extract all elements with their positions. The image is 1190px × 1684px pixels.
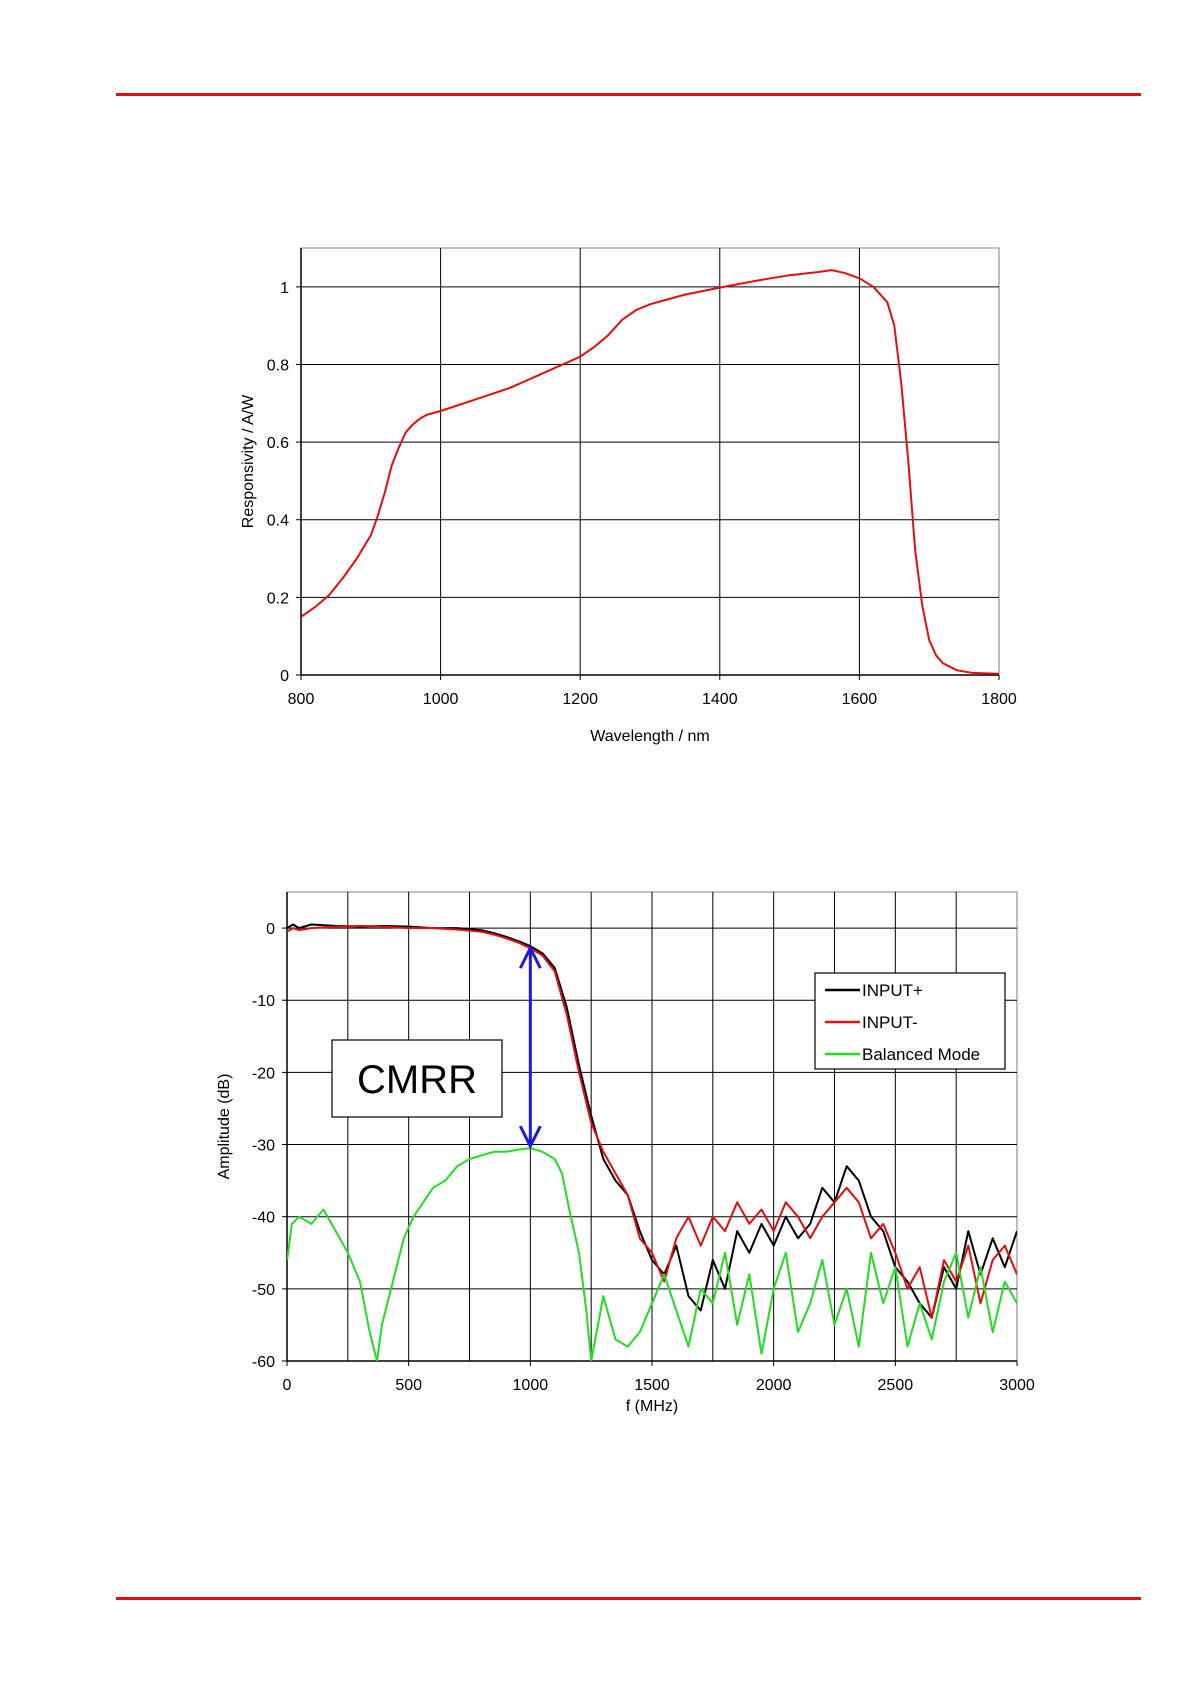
resp-x-tick-label: 1000 <box>423 691 459 708</box>
resp-plot-frame <box>300 247 1000 676</box>
freq-y-tick-label: -50 <box>252 1282 275 1299</box>
resp-y-tick-label: 0.6 <box>267 435 289 452</box>
freq-y-tick-label: -60 <box>252 1354 275 1371</box>
resp-x-tick-label: 1800 <box>981 691 1017 708</box>
freq-series-line-1 <box>287 924 1017 1319</box>
resp-y-axis-label: Responsivity / A/W <box>240 394 257 528</box>
resp-x-tick-label: 1400 <box>702 691 738 708</box>
freq-legend-label-0: INPUT+ <box>862 981 923 1000</box>
freq-x-tick-label: 1000 <box>513 1377 549 1394</box>
freq-x-axis-label: f (MHz) <box>626 1398 678 1415</box>
freq-x-tick-label: 3000 <box>999 1377 1035 1394</box>
freq-x-tick-label: 500 <box>395 1377 422 1394</box>
footer-rule <box>116 1597 1141 1600</box>
resp-x-tick-label: 1600 <box>842 691 878 708</box>
frequency-response-chart: 0 500 1000 1500 2000 2500 3000 0 -10 -20 -30 -40 -50… <box>216 891 1035 1415</box>
freq-y-axis-label: Amplitude (dB) <box>216 1074 233 1180</box>
resp-series-line-0 <box>301 269 999 675</box>
freq-series-line-0 <box>287 923 1017 1319</box>
resp-series-group <box>301 269 999 675</box>
resp-y-tick-label: 0.2 <box>267 590 289 607</box>
responsivity-chart: 800 1000 1200 1400 1600 1800 0 0.2 0.4 0.6 0.8 1 Wav… <box>240 247 1017 745</box>
resp-x-axis-label: Wavelength / nm <box>590 728 709 745</box>
freq-x-tick-label: 2500 <box>878 1377 914 1394</box>
resp-plot-area: 800 1000 1200 1400 1600 1800 0 0.2 0.4 0.6 0.8 1 Wav… <box>240 247 1017 745</box>
header-rule <box>116 93 1141 96</box>
freq-x-tick-label: 1500 <box>634 1377 670 1394</box>
resp-x-tick-label: 1200 <box>562 691 598 708</box>
freq-legend-label-2: Balanced Mode <box>862 1045 980 1064</box>
freq-series-line-2 <box>287 1147 1017 1361</box>
resp-y-tick-label: 0.4 <box>267 513 289 530</box>
freq-y-tick-label: 0 <box>266 921 275 938</box>
freq-x-tick-label: 0 <box>283 1377 292 1394</box>
resp-y-tick-label: 0 <box>280 668 289 685</box>
freq-y-tick-label: -20 <box>252 1065 275 1082</box>
cmrr-arrow-head-top <box>518 944 542 969</box>
resp-x-tick-label: 800 <box>288 691 315 708</box>
freq-legend: INPUT+ INPUT- Balanced Mode <box>814 972 1006 1070</box>
cmrr-arrow-head-bottom <box>518 1125 542 1150</box>
resp-y-tick-label: 0.8 <box>267 357 289 374</box>
cmrr-annotation: CMRR <box>331 944 542 1150</box>
freq-series-group <box>287 923 1017 1361</box>
cmrr-box <box>331 1039 503 1118</box>
freq-plot-area: 0 500 1000 1500 2000 2500 3000 0 -10 -20 -30 -40 -50… <box>216 891 1035 1415</box>
cmrr-label: CMRR <box>357 1058 477 1102</box>
freq-y-tick-label: -10 <box>252 993 275 1010</box>
freq-x-tick-label: 2000 <box>756 1377 792 1394</box>
freq-y-tick-label: -40 <box>252 1210 275 1227</box>
resp-y-tick-label: 1 <box>280 280 289 297</box>
freq-y-tick-label: -30 <box>252 1138 275 1155</box>
freq-legend-label-1: INPUT- <box>862 1013 918 1032</box>
